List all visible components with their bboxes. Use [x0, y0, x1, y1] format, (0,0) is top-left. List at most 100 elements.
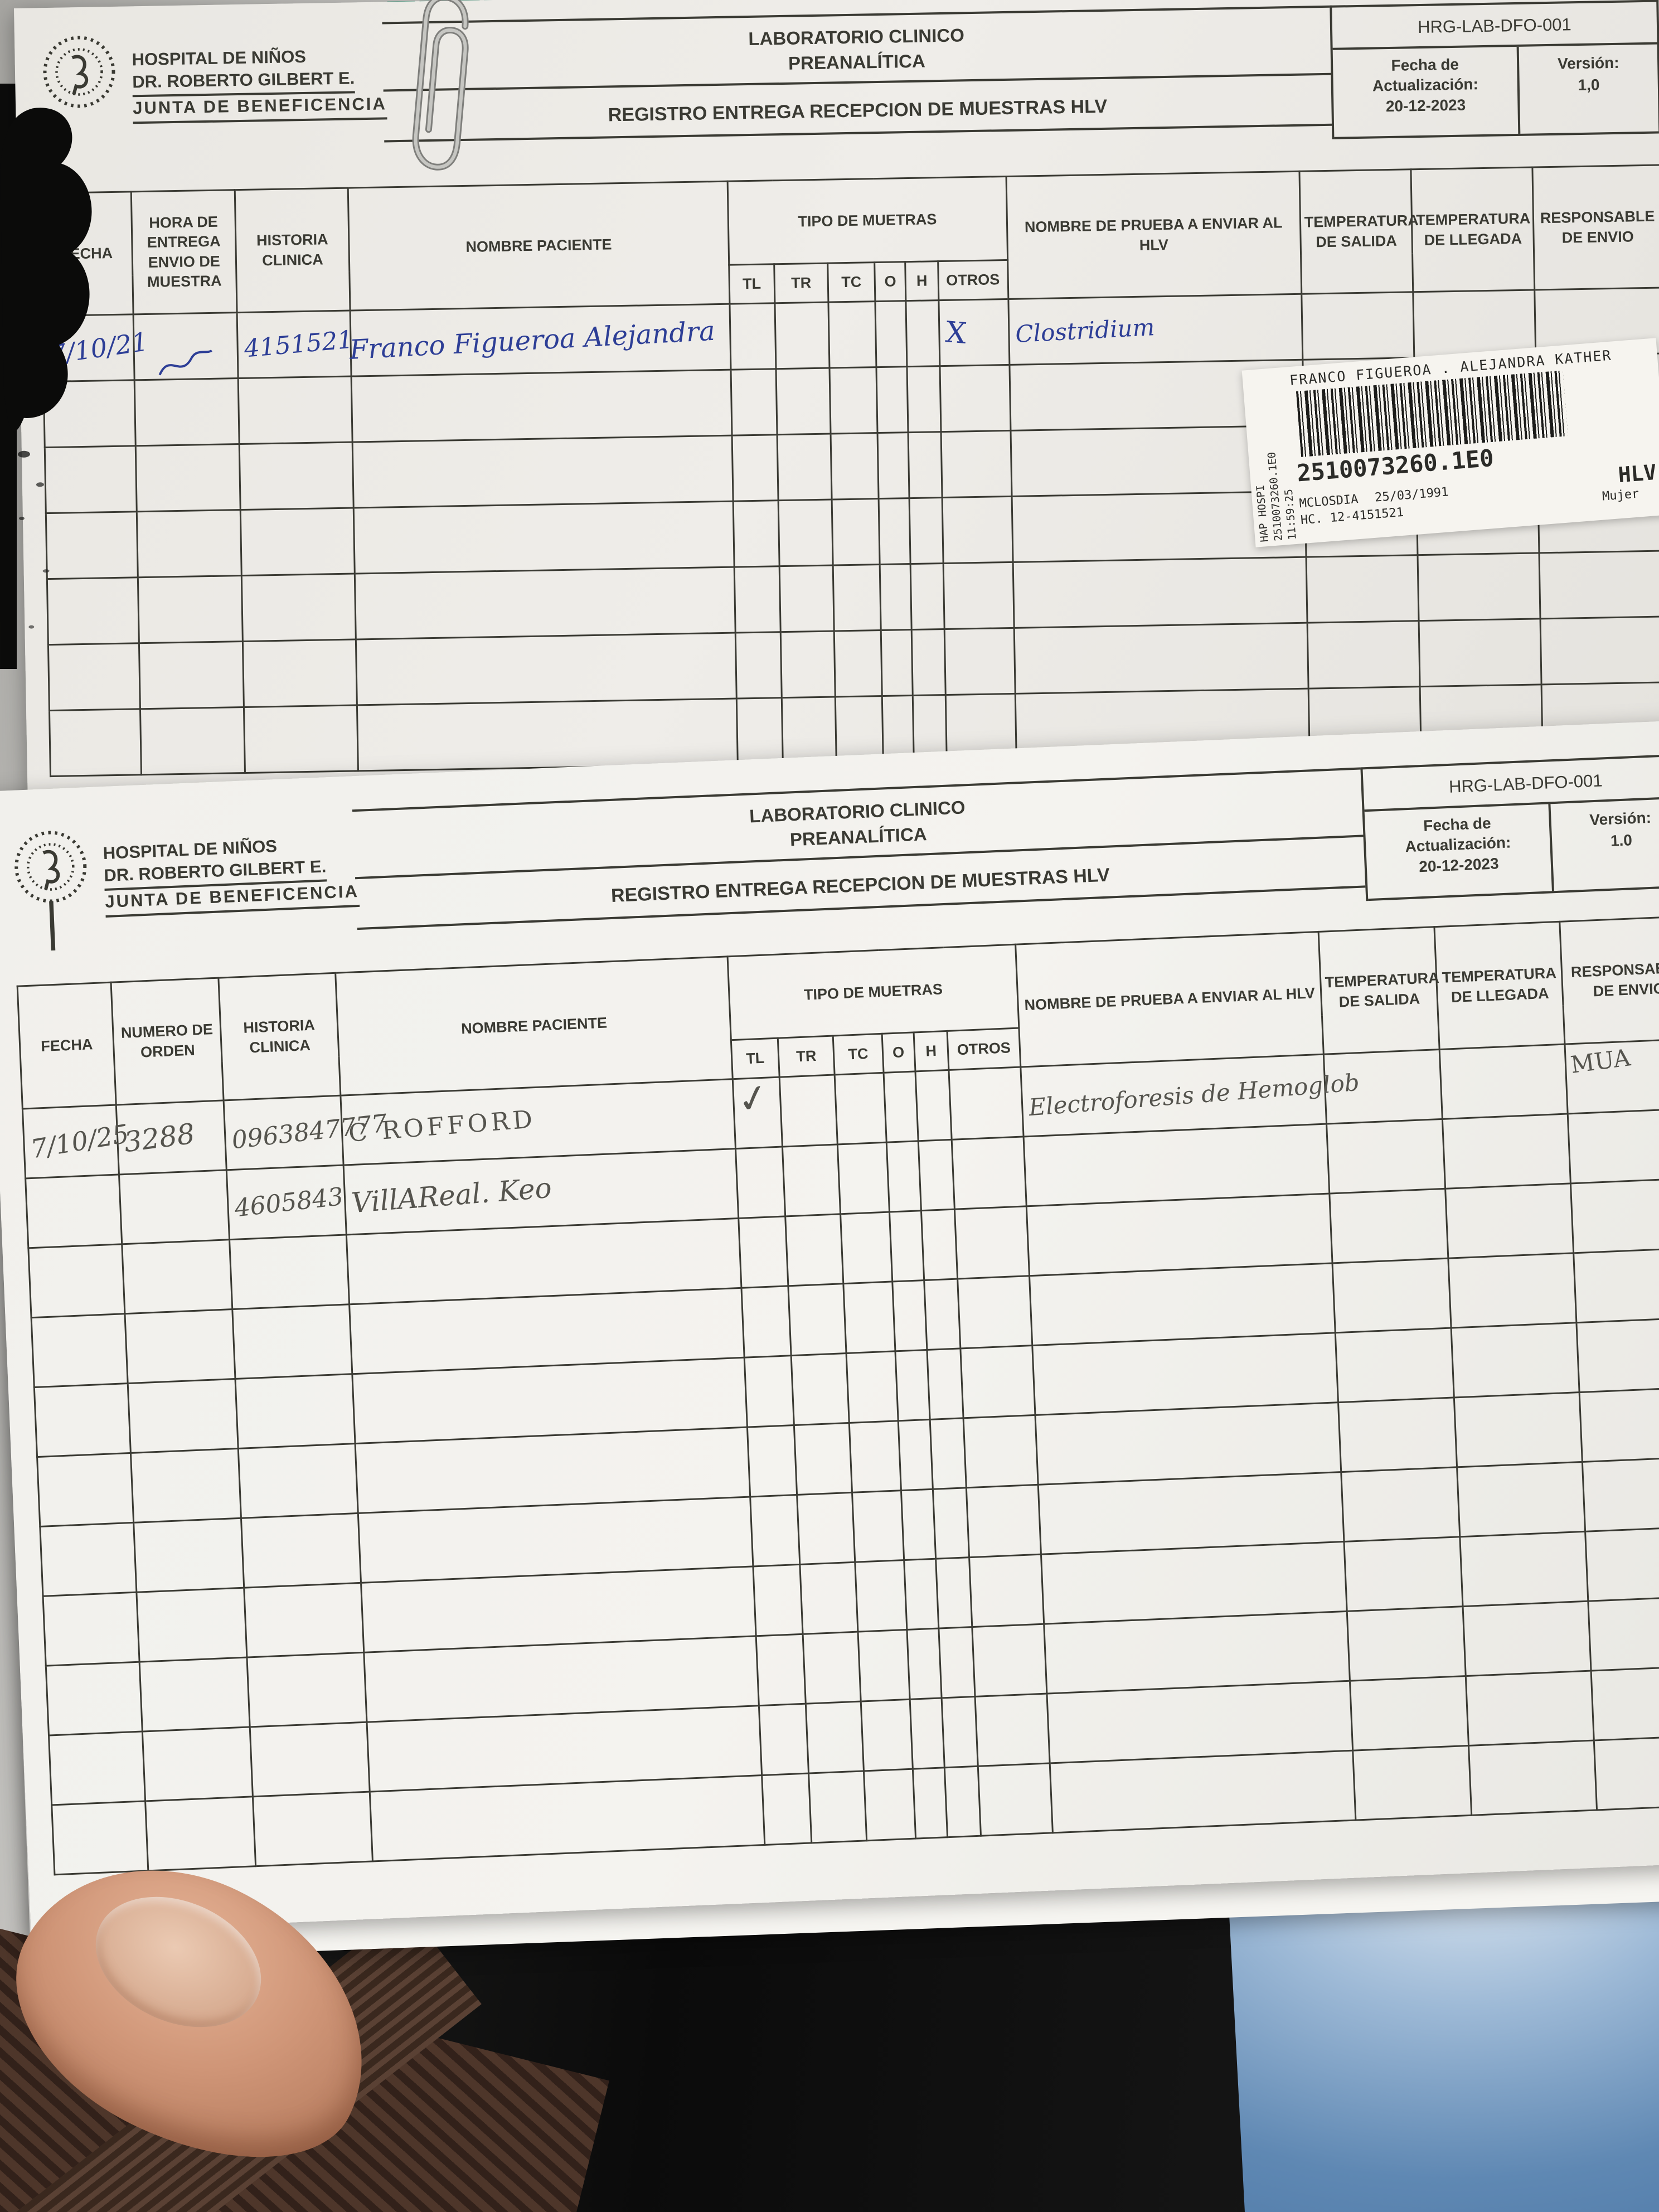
cell-prueba: [1029, 1263, 1336, 1346]
cell-prueba: [1013, 623, 1308, 694]
org-names: HOSPITAL DE NIÑOS DR. ROBERTO GILBERT E.…: [132, 27, 388, 160]
cell-h: [938, 1627, 975, 1698]
hospital-logo-icon: [43, 36, 115, 108]
cell-h: [911, 629, 945, 696]
cell-temp_llegada: [1445, 1183, 1574, 1259]
cell-h: [918, 1139, 955, 1211]
cell-o: [889, 1210, 924, 1282]
cell-otros: [943, 562, 1014, 629]
cell-o: [877, 432, 910, 499]
sticker-sex: Mujer: [1602, 487, 1640, 504]
cell-temp_llegada: [1466, 1671, 1594, 1746]
col-header-prueba: NOMBRE DE PRUEBA A ENVIAR AL HLV: [1006, 171, 1302, 299]
cell-h: [906, 300, 940, 367]
cell-historia: [237, 376, 353, 444]
update-date-cell: Fecha de Actualización: 20-12-2023: [1332, 46, 1521, 137]
handwritten-nombre: Franco Figueroa Alejandra: [348, 315, 716, 366]
cell-o: [876, 366, 909, 433]
cell-orden: [125, 1309, 235, 1384]
sticker-dept-code: MCLOSDIA: [1298, 492, 1359, 511]
title-block: LABORATORIO CLINICO PREANALÍTICA REGISTR…: [382, 5, 1332, 156]
cell-responsable: [1585, 1526, 1659, 1602]
cell-tl: ✓: [733, 1074, 783, 1149]
cell-tc: [829, 367, 878, 434]
cell-tr: [799, 1562, 858, 1634]
sticker-destination: HLV: [1617, 459, 1657, 488]
cell-temp_salida: [1330, 1189, 1448, 1263]
ink-scribble: [158, 350, 212, 376]
cell-tr: [774, 302, 830, 369]
cell-tl: [733, 500, 780, 567]
form-header: HOSPITAL DE NIÑOS DR. ROBERTO GILBERT E.…: [7, 753, 1659, 958]
cell-otros: [978, 1763, 1053, 1836]
cell-prueba: [1035, 1402, 1342, 1485]
handwritten-tl: ✓: [733, 1074, 774, 1124]
cell-historia: [241, 573, 356, 642]
cell-o: [886, 1141, 921, 1212]
cell-otros: [972, 1624, 1047, 1697]
cell-h: [926, 1348, 963, 1420]
cell-tr: [779, 1074, 838, 1147]
cell-temp_llegada: [1413, 289, 1536, 358]
hospital-logo-icon: [14, 831, 87, 951]
handwritten-prueba: Electroforesis de Hemoglob: [1027, 1068, 1361, 1121]
cell-tl: [736, 697, 783, 765]
code-block: HRG-LAB-DFO-001 Fecha de Actualización: …: [1360, 753, 1659, 901]
col-header-tl: TL: [729, 264, 775, 304]
cell-orden: [137, 1588, 247, 1662]
cell-otros: [957, 1275, 1032, 1348]
handwritten-orden: 3288: [122, 1117, 197, 1159]
version-cell: Versión: 1,0: [1519, 45, 1658, 134]
cell-historia: 0963847777: [223, 1095, 389, 1170]
cell-historia: [250, 1722, 370, 1797]
register-table-bottom: FECHA NUMERO DE ORDEN HISTORIA CLINICA N…: [17, 915, 1659, 1876]
col-header-nombre: NOMBRE PACIENTE: [335, 956, 733, 1096]
cell-prueba: [1026, 1193, 1333, 1276]
cell-tc: [861, 1699, 913, 1771]
cell-temp_llegada: [1459, 1531, 1589, 1607]
cell-temp_llegada: [1448, 1253, 1577, 1328]
col-header-tr: TR: [778, 1036, 835, 1078]
cell-otros: [939, 365, 1011, 432]
cell-tl: [731, 434, 779, 502]
cell-otros: [960, 1345, 1036, 1418]
cell-tc: [834, 630, 882, 697]
cell-tc: [843, 1282, 895, 1354]
cell-o: [898, 1419, 933, 1491]
cell-prueba: Electroforesis de Hemoglob: [1020, 1054, 1360, 1137]
col-header-historia: HISTORIA CLINICA: [235, 188, 351, 313]
cell-orden: [130, 1448, 241, 1523]
cell-responsable: [1588, 1595, 1659, 1671]
cell-fecha: [37, 1453, 134, 1527]
cell-tl: [750, 1495, 800, 1566]
cell-fecha: [31, 1313, 128, 1388]
cell-tr: [808, 1770, 867, 1843]
cell-o: [909, 1697, 945, 1769]
cell-temp_salida: [1335, 1328, 1454, 1403]
col-header-orden: NUMERO DE ORDEN: [111, 978, 224, 1105]
handwritten-historia: 4151521: [242, 325, 355, 363]
form-sheet-top: HOSPITAL DE NIÑOS DR. ROBERTO GILBERT E.…: [0, 0, 1659, 956]
cell-tr: [797, 1492, 856, 1565]
cell-nombre: [357, 698, 738, 771]
col-header-tipo-group: TIPO DE MUETRAS: [727, 176, 1008, 265]
cell-tr: [777, 434, 832, 501]
cell-o: [875, 300, 908, 367]
cell-otros: [974, 1694, 1050, 1767]
cell-temp_llegada: [1462, 1601, 1592, 1676]
org-names: HOSPITAL DE NIÑOS DR. ROBERTO GILBERT E.…: [102, 815, 361, 954]
cell-prueba: [1032, 1332, 1338, 1415]
cell-h: [935, 1557, 972, 1629]
cell-temp_llegada: [1439, 1044, 1568, 1119]
sticker-birth-date: 25/03/1991: [1374, 485, 1449, 505]
cell-otros: [963, 1415, 1039, 1488]
cell-fecha: [40, 1522, 137, 1597]
cell-historia: [238, 1443, 358, 1519]
cell-otros: [966, 1485, 1041, 1558]
cell-historia: 4151521: [236, 311, 355, 379]
cell-otros: [944, 628, 1015, 695]
cell-o: [900, 1489, 936, 1560]
cell-tl: [734, 566, 781, 633]
col-header-temp-salida: TEMPERATURA DE SALIDA: [1299, 169, 1419, 294]
cell-historia: [242, 639, 357, 707]
